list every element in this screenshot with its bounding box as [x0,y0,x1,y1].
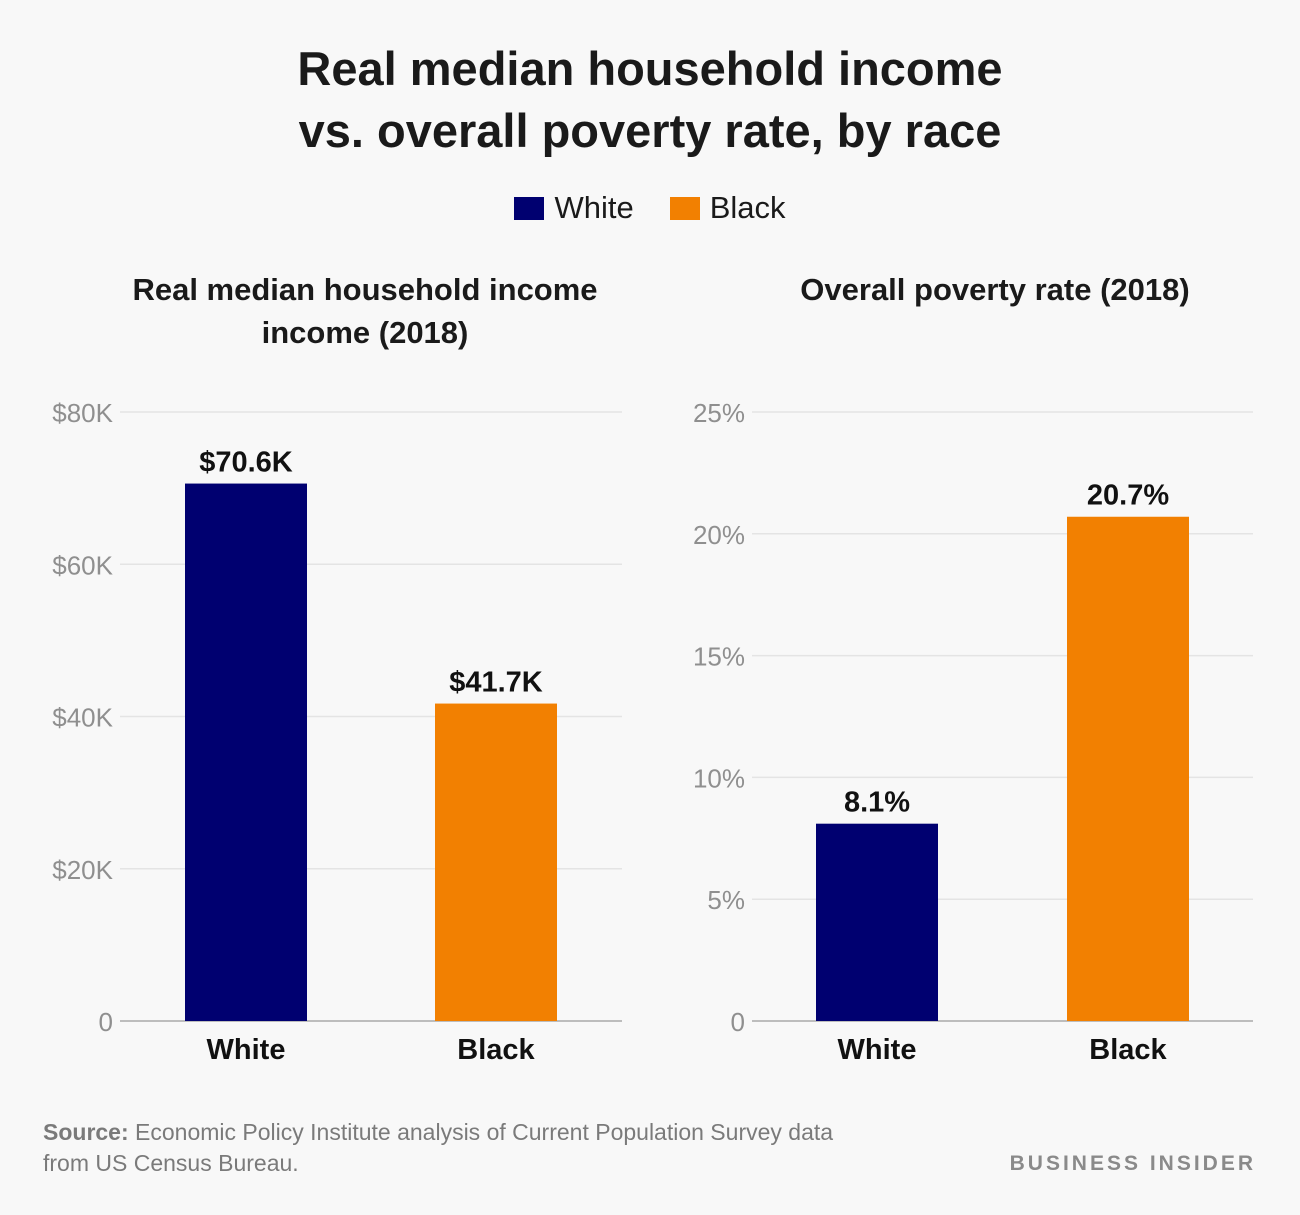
income-value-label-black: $41.7K [449,667,543,699]
chart-title-line2: vs. overall poverty rate, by race [298,104,1002,157]
legend: White Black [0,190,1300,226]
poverty-y-tick-label: 15% [693,642,745,672]
income-category-label-black: Black [457,1034,535,1066]
poverty-category-label-white: White [838,1034,917,1066]
income-bar-white [185,483,307,1021]
poverty-chart-title: Overall poverty rate (2018) [740,268,1250,311]
legend-swatch-white [514,196,545,220]
income-value-label-white: $70.6K [199,447,293,479]
source-text-2: from US Census Bureau. [43,1150,299,1176]
income-chart-title-line2: income (2018) [261,315,469,350]
income-category-label-white: White [207,1034,286,1066]
income-y-tick-label: $60K [52,550,113,580]
income-y-tick-label: $40K [52,703,113,733]
poverty-y-tick-label: 10% [693,763,745,793]
poverty-y-tick-label: 20% [693,520,745,550]
chart-title-line1: Real median household income [297,42,1003,95]
poverty-value-label-white: 8.1% [844,787,910,819]
source-text: Economic Policy Institute analysis of Cu… [135,1119,834,1145]
income-chart-title: Real median household income income (201… [110,268,620,354]
legend-item-black: Black [669,190,786,226]
poverty-category-label-black: Black [1089,1034,1167,1066]
poverty-y-tick-label: 5% [707,885,745,915]
poverty-value-label-black: 20.7% [1087,480,1169,512]
legend-label-black: Black [709,190,786,225]
legend-label-white: White [554,190,634,225]
source-note: Source: Economic Policy Institute analys… [43,1117,833,1179]
income-y-tick-label: 0 [99,1007,113,1037]
poverty-y-tick-label: 25% [693,398,745,428]
income-chart-title-line1: Real median household income [132,272,598,307]
poverty-bar-white [816,823,938,1021]
legend-swatch-black [669,196,700,220]
income-y-tick-label: $20K [52,855,113,885]
income-y-tick-label: $80K [52,398,113,428]
brand-logo: BUSINESS INSIDER [1009,1152,1256,1175]
source-label: Source: [43,1119,129,1145]
poverty-bar-black [1067,516,1189,1021]
chart-title: Real median household income vs. overall… [0,38,1300,162]
income-bar-black [435,703,557,1021]
poverty-y-tick-label: 0 [731,1007,745,1037]
legend-item-white: White [514,190,634,226]
poverty-chart-title-line1: Overall poverty rate (2018) [800,272,1190,307]
